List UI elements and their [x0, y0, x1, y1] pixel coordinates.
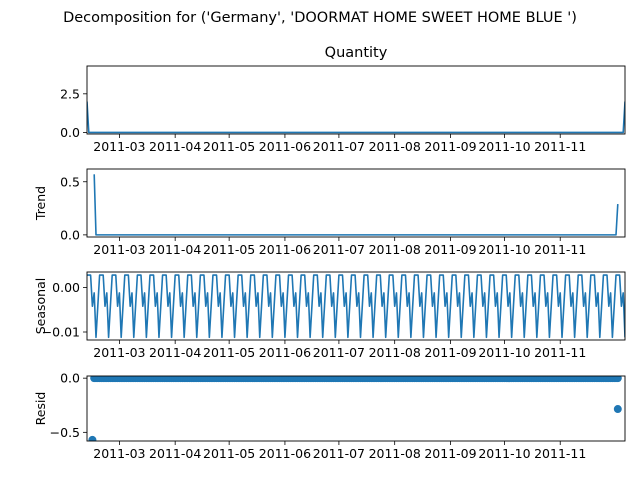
seasonal-xtick-label: 2011-09	[424, 345, 476, 360]
resid-xtick-label: 2011-06	[259, 446, 311, 461]
resid-xtick-label: 2011-07	[313, 446, 365, 461]
seasonal-series-line	[87, 274, 625, 339]
seasonal-xtick-label: 2011-07	[313, 345, 365, 360]
trend-xtick-label: 2011-09	[424, 242, 476, 257]
trend-xtick-label: 2011-05	[203, 242, 255, 257]
observed-title: Quantity	[325, 45, 388, 61]
seasonal-xtick-label: 2011-11	[534, 345, 586, 360]
seasonal-ytick-label: 0.00	[52, 280, 80, 295]
trend-ylabel: Trend	[33, 186, 48, 221]
trend-ytick-label: 0.0	[60, 227, 80, 242]
seasonal-ytick-label: −0.01	[42, 325, 80, 340]
seasonal-xtick-label: 2011-10	[478, 345, 530, 360]
resid-xtick-label: 2011-09	[424, 446, 476, 461]
trend-xtick-label: 2011-04	[149, 242, 201, 257]
trend-ytick-label: 0.5	[60, 174, 80, 189]
observed-xtick-label: 2011-03	[93, 139, 145, 154]
seasonal-xtick-label: 2011-03	[93, 345, 145, 360]
observed-ytick-label: 2.5	[60, 86, 80, 101]
observed-xtick-label: 2011-09	[424, 139, 476, 154]
plot-area-trend	[93, 174, 619, 236]
resid-outlier-point	[613, 405, 622, 414]
observed-xtick-label: 2011-08	[369, 139, 421, 154]
seasonal-axes-frame	[86, 271, 626, 341]
observed-xtick-label: 2011-05	[203, 139, 255, 154]
resid-xtick-label: 2011-11	[534, 446, 586, 461]
plot-area-observed	[87, 101, 625, 134]
resid-xtick-label: 2011-08	[369, 446, 421, 461]
resid-xtick-label: 2011-05	[203, 446, 255, 461]
resid-ylabel: Resid	[33, 392, 48, 426]
observed-xtick-label: 2011-10	[478, 139, 530, 154]
seasonal-xtick-label: 2011-06	[259, 345, 311, 360]
resid-axes-frame	[86, 375, 626, 442]
trend-xtick-label: 2011-03	[93, 242, 145, 257]
trend-axes-frame	[86, 168, 626, 238]
trend-xtick-label: 2011-11	[534, 242, 586, 257]
resid-ytick-label: −0.5	[50, 425, 80, 440]
figure-suptitle: Decomposition for ('Germany', 'DOORMAT H…	[63, 10, 577, 26]
seasonal-xtick-label: 2011-05	[203, 345, 255, 360]
seasonal-xtick-label: 2011-08	[369, 345, 421, 360]
plot-area-seasonal	[87, 274, 625, 339]
observed-xtick-label: 2011-06	[259, 139, 311, 154]
observed-xtick-label: 2011-07	[313, 139, 365, 154]
observed-ytick-label: 0.0	[60, 125, 80, 140]
resid-ytick-label: 0.0	[60, 371, 80, 386]
trend-xtick-label: 2011-06	[259, 242, 311, 257]
observed-xtick-label: 2011-11	[534, 139, 586, 154]
seasonal-ylabel: Seasonal	[33, 278, 48, 335]
trend-series-line	[93, 174, 619, 236]
observed-series-line	[87, 101, 625, 134]
observed-xtick-label: 2011-04	[149, 139, 201, 154]
trend-xtick-label: 2011-08	[369, 242, 421, 257]
resid-xtick-label: 2011-03	[93, 446, 145, 461]
resid-xtick-label: 2011-10	[478, 446, 530, 461]
seasonal-xtick-label: 2011-04	[149, 345, 201, 360]
plot-area-resid	[88, 376, 622, 441]
trend-xtick-label: 2011-10	[478, 242, 530, 257]
resid-point	[613, 376, 622, 383]
resid-xtick-label: 2011-04	[149, 446, 201, 461]
trend-xtick-label: 2011-07	[313, 242, 365, 257]
resid-outlier-point	[88, 435, 97, 441]
observed-axes-frame	[86, 65, 626, 135]
